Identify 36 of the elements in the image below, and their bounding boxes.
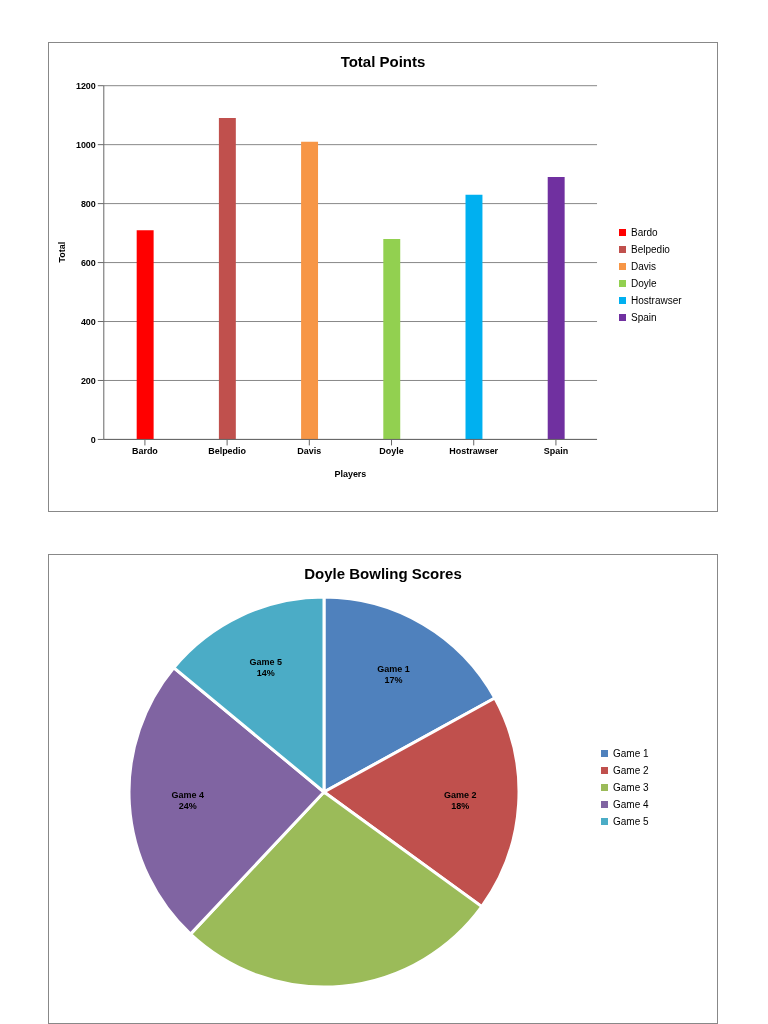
legend-label: Davis xyxy=(631,261,657,272)
legend-label: Belpedio xyxy=(631,244,671,255)
chart-title: Doyle Bowling Scores xyxy=(303,565,463,582)
x-tick-label: Bardo xyxy=(131,445,159,456)
y-tick-label: 800 xyxy=(80,198,96,209)
legend-label: Game 2 xyxy=(613,764,650,776)
legend-label: Game 1 xyxy=(613,747,650,759)
legend-label: Game 3 xyxy=(613,781,650,793)
legend-label: Game 5 xyxy=(613,815,650,827)
x-tick-label: Doyle xyxy=(379,445,404,456)
legend-label: Game 4 xyxy=(613,798,650,810)
y-tick-label: 200 xyxy=(80,375,96,386)
data-label: 14% xyxy=(256,668,275,679)
y-tick-label: 1200 xyxy=(75,80,96,91)
data-label: 18% xyxy=(451,800,470,811)
y-tick-label: 1000 xyxy=(75,139,96,150)
data-label: 17% xyxy=(384,674,403,685)
legend-label: Doyle xyxy=(631,278,657,289)
x-tick-label: Hostrawser xyxy=(449,445,499,456)
legend-label: Bardo xyxy=(631,227,659,238)
legend-label: Spain xyxy=(631,312,657,323)
slice-label: Game 1 xyxy=(377,663,410,674)
x-axis-title: Players xyxy=(334,469,367,480)
y-tick-label: 0 xyxy=(90,434,96,445)
x-tick-label: Belpedio xyxy=(208,445,247,456)
chart-title: Total Points xyxy=(339,53,427,70)
y-axis-title: Total xyxy=(57,241,68,263)
data-label: 24% xyxy=(178,800,197,811)
x-tick-label: Davis xyxy=(297,445,322,456)
y-tick-label: 400 xyxy=(80,316,96,327)
slice-label: Game 5 xyxy=(249,657,283,668)
y-tick-label: 600 xyxy=(80,257,96,268)
x-tick-label: Spain xyxy=(543,445,569,456)
slice-label: Game 4 xyxy=(171,789,205,800)
slice-label: Game 2 xyxy=(443,789,477,800)
legend-label: Hostrawser xyxy=(631,295,683,306)
